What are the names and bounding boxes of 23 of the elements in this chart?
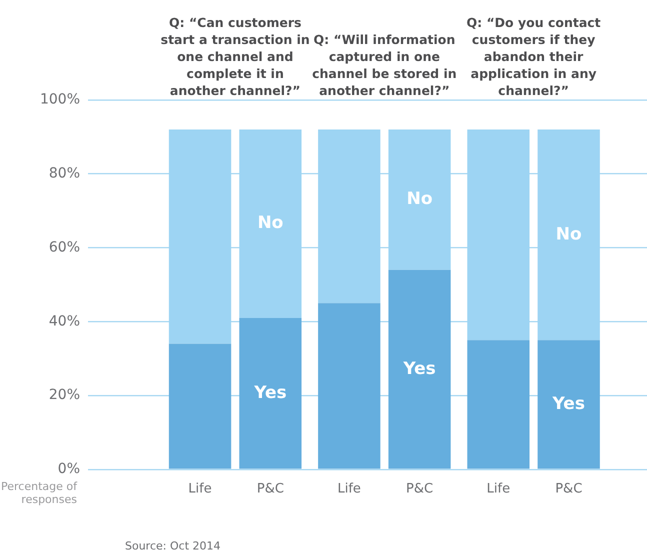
x-tick-label: P&C bbox=[555, 482, 582, 497]
series-label: No bbox=[257, 213, 284, 234]
y-tick-label: 100% bbox=[40, 92, 80, 108]
y-tick-label: 40% bbox=[48, 313, 80, 330]
x-tick-label: Life bbox=[188, 482, 212, 497]
text: Q: “Can customers start a transaction in one channel and complete it in another channel?” bbox=[160, 15, 310, 98]
text: Yes bbox=[403, 358, 436, 379]
text: Q: “Do you contact customers if they abandon their application in any channel?” bbox=[466, 15, 601, 98]
text: Q: “Will information captured in one channel be stored in another channel?” bbox=[312, 32, 457, 98]
series-label: Yes bbox=[253, 382, 287, 403]
y-tick-label: 0% bbox=[58, 461, 80, 478]
x-tick-label: P&C bbox=[406, 482, 434, 497]
text: Yes bbox=[552, 394, 585, 414]
source-note: Source: Oct 2014 bbox=[125, 539, 220, 552]
x-tick-label: Life bbox=[486, 482, 510, 497]
text: No bbox=[406, 189, 433, 210]
x-tick-label: Life bbox=[337, 482, 361, 497]
x-tick-label: P&C bbox=[256, 482, 284, 497]
y-tick-label: 60% bbox=[48, 239, 80, 256]
text: No bbox=[556, 224, 582, 244]
y-axis-title: Percentage of responses bbox=[1, 480, 78, 506]
y-tick-label: 80% bbox=[48, 166, 80, 182]
y-tick-label: 20% bbox=[48, 387, 80, 404]
